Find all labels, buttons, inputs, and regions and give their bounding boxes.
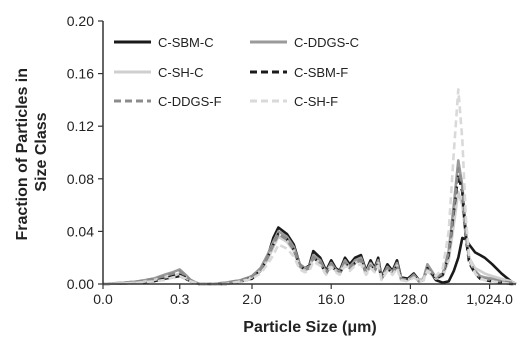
y-ticks: 0.00 0.04 0.08 0.12 0.16 0.20	[67, 13, 103, 292]
x-tick-label: 128.0	[393, 291, 428, 307]
x-tick-label: 1,024.0	[466, 291, 513, 307]
y-tick-label: 0.16	[67, 66, 94, 82]
series-line-c-sh-f	[102, 88, 516, 286]
y-tick-label: 0.04	[67, 223, 94, 239]
legend-label: C-DDGS-C	[294, 35, 359, 50]
legend-label: C-DDGS-F	[158, 94, 222, 109]
x-ticks: 0.0 0.3 2.0 16.0 128.0 1,024.0	[93, 284, 513, 307]
legend-label: C-SH-F	[294, 94, 338, 109]
y-axis-title-line-2: Size Class	[33, 112, 50, 191]
y-tick-label: 0.00	[67, 276, 94, 292]
y-tick-label: 0.12	[67, 118, 94, 134]
y-axis-title-line-1: Fraction of Particles in	[14, 68, 31, 240]
legend-label: C-SBM-F	[294, 65, 348, 80]
x-tick-label: 2.0	[242, 291, 262, 307]
x-tick-label: 0.3	[170, 291, 190, 307]
legend-label: C-SBM-C	[158, 35, 214, 50]
y-tick-label: 0.08	[67, 171, 94, 187]
x-tick-label: 0.0	[93, 291, 113, 307]
legend: C-SBM-C C-DDGS-C C-SH-C C-SBM-F C-DDGS-F C-SH…	[114, 35, 359, 109]
y-tick-label: 0.20	[67, 13, 94, 29]
x-tick-label: 16.0	[318, 291, 345, 307]
plot-lines	[102, 88, 517, 286]
legend-label: C-SH-C	[158, 65, 204, 80]
x-axis-title: Particle Size (μm)	[243, 319, 376, 336]
y-axis-title: Fraction of Particles in Size Class	[14, 64, 50, 241]
